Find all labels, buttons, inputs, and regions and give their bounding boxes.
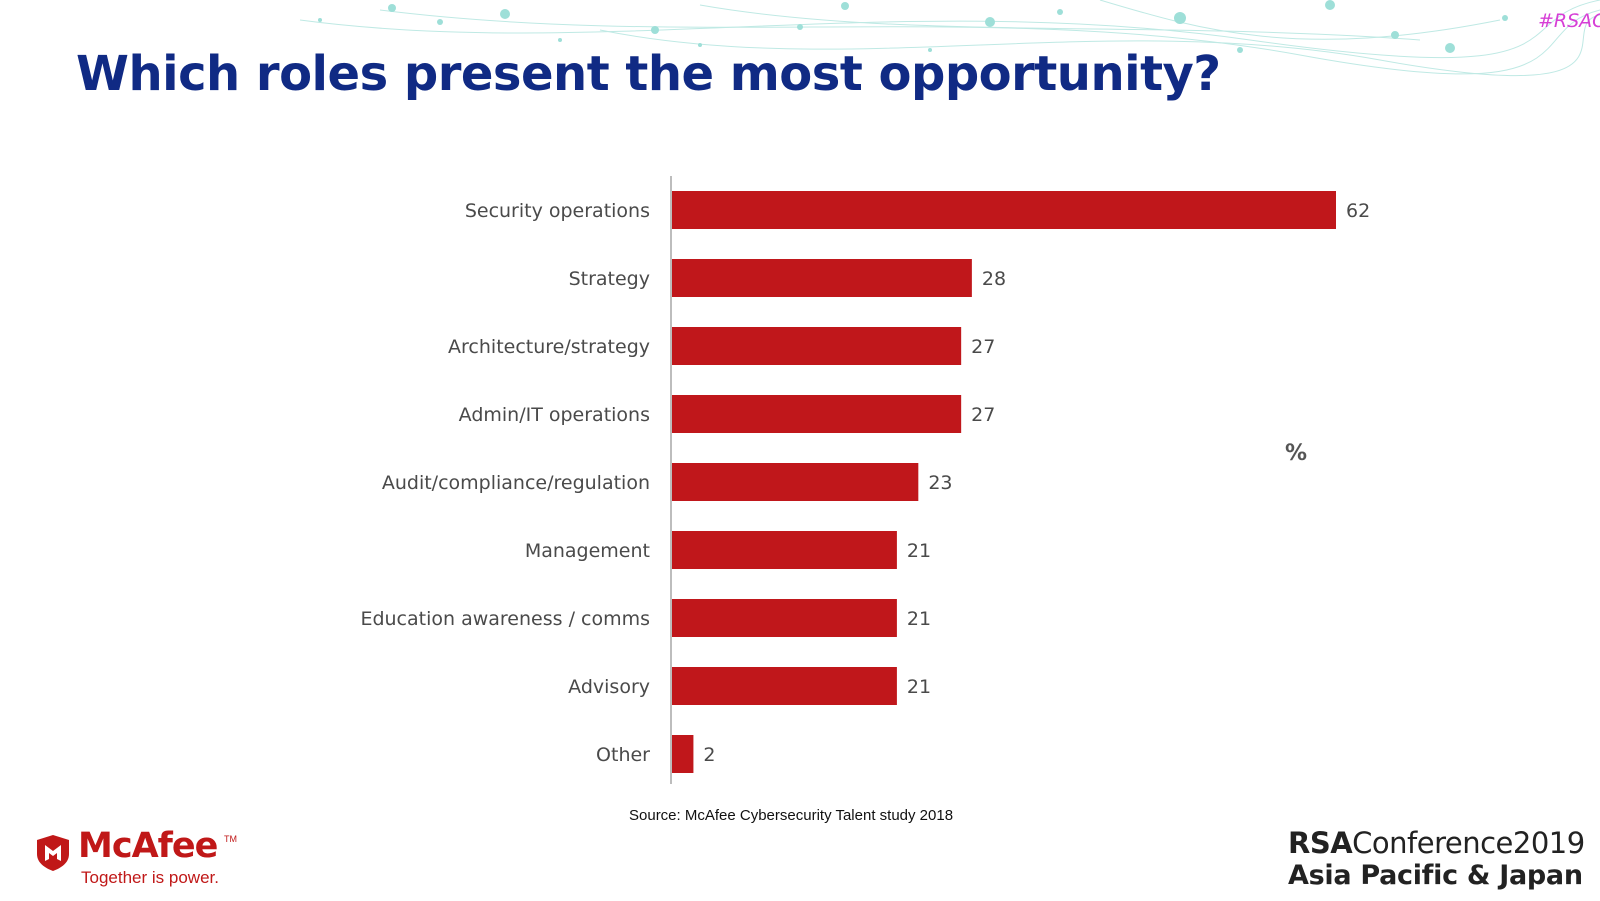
category-label-1: Strategy [569,268,650,290]
rsac-logo: RSAConference2019 Asia Pacific & Japan [1288,826,1598,896]
bar-6 [672,599,897,637]
rsac-logo-line2: Asia Pacific & Japan [1288,860,1583,891]
mcafee-name: McAfee [78,826,218,866]
value-label-7: 21 [907,676,931,698]
trademark-mark: TM [224,834,237,844]
bar-3 [672,395,962,433]
bar-2 [672,327,962,365]
bar-1 [672,259,972,297]
bar-0 [672,191,1336,229]
mcafee-logo: McAfee TM Together is power. [36,826,256,888]
category-label-7: Advisory [568,676,650,698]
bar-7 [672,667,897,705]
value-label-4: 23 [928,472,952,494]
value-label-5: 21 [907,540,931,562]
value-label-2: 27 [971,336,995,358]
bar-5 [672,531,897,569]
category-label-5: Management [525,540,650,562]
value-label-6: 21 [907,608,931,630]
conference-hashtag: #RSAC [1538,10,1600,32]
rsac-logo-rsa: RSA [1288,826,1353,860]
category-label-6: Education awareness / comms [360,608,650,630]
category-label-0: Security operations [465,200,650,222]
bar-4 [672,463,919,501]
value-label-3: 27 [971,404,995,426]
slide-title: Which roles present the most opportunity… [76,46,1221,102]
category-label-4: Audit/compliance/regulation [382,472,650,494]
bar-8 [672,735,694,773]
unit-label: % [1285,441,1307,466]
category-label-3: Admin/IT operations [459,404,650,426]
source-note: Source: McAfee Cybersecurity Talent stud… [629,807,954,824]
category-label-2: Architecture/strategy [448,336,650,358]
rsac-logo-conference: Conference2019 [1352,826,1585,860]
category-label-8: Other [596,744,650,766]
value-label-0: 62 [1346,200,1370,222]
rsac-logo-line1: RSAConference2019 [1288,826,1585,860]
chart-bars: Security operations 62 Strategy 28 Architect… [360,191,1370,773]
mcafee-tagline: Together is power. [81,868,219,887]
decorative-network-graphic [299,0,1600,77]
value-label-1: 28 [982,268,1006,290]
mcafee-shield-icon [37,835,69,871]
value-label-8: 2 [703,744,715,766]
